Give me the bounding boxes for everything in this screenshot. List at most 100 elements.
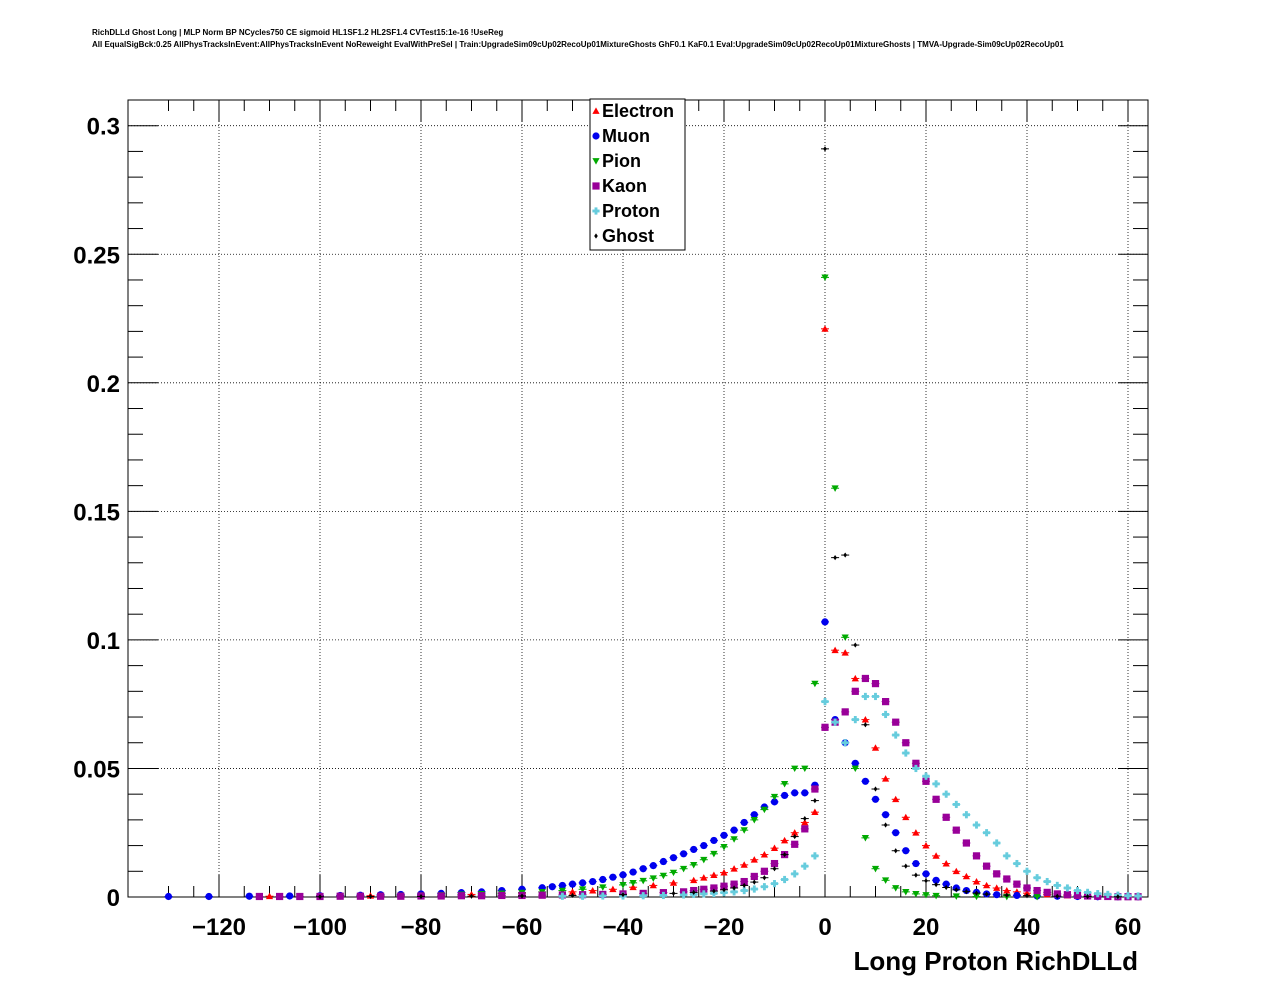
electron-point xyxy=(790,829,799,836)
proton-point xyxy=(1012,859,1021,868)
proton-point xyxy=(1043,877,1052,886)
muon-point xyxy=(750,811,759,819)
electron-point xyxy=(649,881,658,889)
marker-square xyxy=(902,739,910,747)
electron-point xyxy=(871,744,880,751)
marker-cross-v xyxy=(1005,852,1009,860)
muon-point xyxy=(861,777,870,785)
kaon-point xyxy=(821,723,829,731)
x-tick-label: 20 xyxy=(913,914,940,941)
electron-point xyxy=(588,886,597,894)
kaon-point xyxy=(770,859,779,868)
marker-cross-v xyxy=(924,772,928,780)
pion-point xyxy=(740,827,749,834)
muon-point xyxy=(1012,891,1021,900)
electron-point xyxy=(608,885,617,893)
y-tick-label: 0.25 xyxy=(73,242,120,269)
marker-triangle-down xyxy=(760,806,768,814)
series-kaon xyxy=(255,674,1143,901)
marker-cross-v xyxy=(773,880,776,888)
series-ghost xyxy=(316,146,1122,900)
proton-point xyxy=(901,749,910,757)
ghost-point xyxy=(780,851,789,858)
electron-point xyxy=(699,874,708,881)
electron-point xyxy=(911,829,920,836)
muon-point xyxy=(164,892,173,901)
marker-diamond xyxy=(974,890,979,896)
ghost-point xyxy=(770,866,779,872)
kaon-point xyxy=(709,884,718,892)
kaon-point xyxy=(810,785,819,793)
legend-label: Electron xyxy=(602,101,674,121)
pion-point xyxy=(699,856,708,864)
marker-triangle-down xyxy=(932,892,940,900)
marker-triangle-up xyxy=(962,872,970,880)
marker-diamond xyxy=(863,722,868,728)
pion-point xyxy=(901,888,910,896)
marker-cross-v xyxy=(874,692,877,701)
kaon-point xyxy=(901,739,910,747)
proton-point xyxy=(800,862,809,870)
marker-cross-v xyxy=(1136,892,1140,900)
marker-diamond xyxy=(722,887,726,893)
marker-triangle-down xyxy=(730,836,738,843)
marker-circle xyxy=(589,877,597,886)
marker-triangle-up xyxy=(983,881,991,889)
marker-diamond xyxy=(671,890,676,897)
pion-point xyxy=(881,877,890,884)
ghost-point xyxy=(1083,893,1092,900)
marker-triangle-down xyxy=(892,885,900,892)
ghost-point xyxy=(619,892,627,898)
plot-title-line-1: RichDLLd Ghost Long | MLP Norm BP NCycle… xyxy=(92,28,504,37)
marker-triangle-down xyxy=(791,765,799,773)
marker-cross-v xyxy=(1025,867,1029,875)
marker-square xyxy=(1023,884,1031,892)
kaon-point xyxy=(457,892,466,900)
electron-point xyxy=(942,859,951,867)
kaon-point xyxy=(952,826,961,834)
proton-point xyxy=(740,886,749,895)
marker-circle xyxy=(851,759,859,767)
marker-circle xyxy=(286,892,294,900)
marker-circle xyxy=(912,859,920,868)
y-tick-label: 0.1 xyxy=(87,628,120,655)
pion-point xyxy=(922,892,930,899)
marker-square xyxy=(1063,891,1071,899)
ghost-point xyxy=(810,797,819,804)
marker-triangle-up xyxy=(609,885,617,893)
marker-triangle-down xyxy=(720,843,728,851)
marker-square xyxy=(841,708,849,716)
kaon-point xyxy=(497,891,506,900)
legend-box xyxy=(589,98,686,251)
marker-cross-v xyxy=(722,889,726,897)
marker-cross-v xyxy=(985,829,989,837)
marker-cross-v xyxy=(702,890,706,898)
marker-cross-v xyxy=(904,749,908,757)
muon-point xyxy=(699,841,708,850)
marker-square xyxy=(296,892,304,901)
kaon-point xyxy=(942,813,951,821)
marker-diamond xyxy=(691,889,696,895)
electron-point xyxy=(740,861,749,868)
proton-point xyxy=(659,891,668,900)
marker-diamond xyxy=(1025,893,1029,899)
kaon-point xyxy=(871,680,880,688)
electron-point xyxy=(780,836,789,844)
marker-circle xyxy=(740,818,748,827)
marker-square xyxy=(377,892,385,900)
pion-point xyxy=(891,885,900,892)
marker-square xyxy=(942,813,950,821)
muon-point xyxy=(942,880,951,888)
kaon-point xyxy=(1033,886,1042,895)
electron-point xyxy=(831,646,840,654)
kaon-point xyxy=(1012,880,1021,888)
marker-triangle-down xyxy=(690,861,698,869)
ghost-point xyxy=(467,893,476,899)
pion-point xyxy=(780,780,789,788)
marker-square xyxy=(478,892,486,900)
pion-point xyxy=(558,887,567,895)
proton-point xyxy=(1053,881,1062,890)
pion-point xyxy=(911,891,920,898)
proton-point xyxy=(679,891,688,899)
pion-point xyxy=(770,793,779,801)
